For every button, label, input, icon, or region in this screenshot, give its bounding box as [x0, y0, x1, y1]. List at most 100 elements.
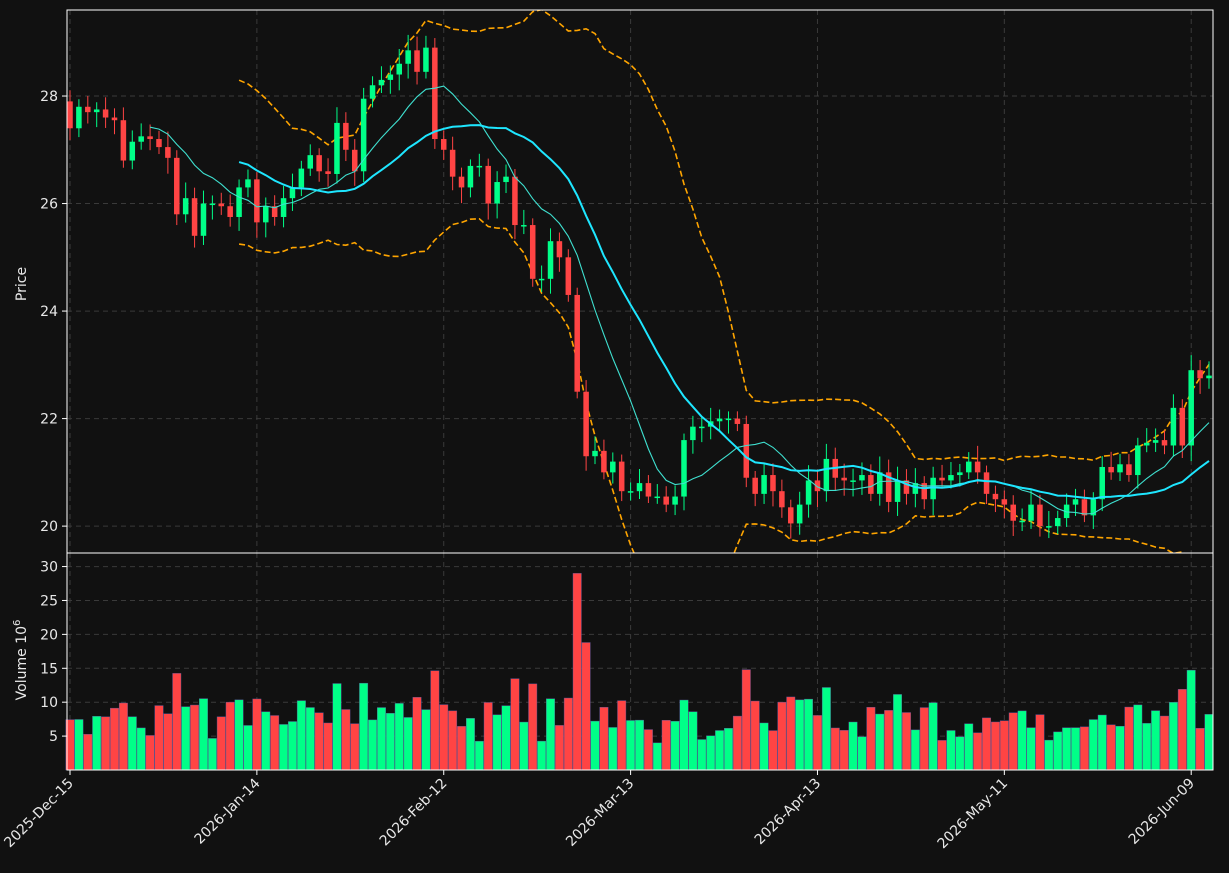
volume-bar: [457, 726, 465, 770]
candle-body: [1180, 408, 1186, 446]
volume-bar: [1009, 713, 1017, 770]
volume-bar: [1080, 727, 1088, 770]
volume-bar: [422, 710, 430, 770]
candle-body: [1019, 521, 1025, 523]
candle-body: [388, 75, 394, 80]
volume-bar: [733, 716, 741, 770]
volume-bar: [635, 720, 643, 770]
volume-bar: [822, 687, 830, 770]
volume-bar: [555, 725, 563, 770]
volume-bar: [1062, 728, 1070, 770]
candle-body: [806, 480, 812, 504]
candle-body: [138, 136, 144, 141]
candle-body: [681, 440, 687, 496]
candle-body: [210, 204, 216, 206]
volume-bar: [564, 698, 572, 770]
volume-bar: [671, 721, 679, 770]
volume-bar: [324, 723, 332, 770]
volume-bar: [431, 671, 439, 770]
volume-bar: [1187, 670, 1195, 770]
volume-bar: [973, 733, 981, 770]
volume-bar: [849, 722, 857, 770]
volume-bar: [1018, 711, 1026, 770]
candle-body: [984, 472, 990, 494]
volume-bar: [101, 717, 109, 770]
candle-body: [325, 171, 331, 174]
volume-bar: [1098, 715, 1106, 770]
candle-body: [859, 475, 865, 480]
volume-bar: [484, 702, 492, 770]
candle-body: [236, 187, 242, 217]
candle-body: [76, 107, 82, 129]
candle-body: [993, 494, 999, 499]
candle-body: [1135, 445, 1141, 475]
candle-body: [263, 206, 269, 222]
volume-bar: [279, 724, 287, 770]
candle-body: [1046, 526, 1052, 528]
volume-bar: [902, 713, 910, 770]
candle-body: [735, 419, 741, 424]
volume-bar: [1089, 720, 1097, 770]
volume-bar: [448, 711, 456, 770]
candle-body: [192, 198, 198, 236]
candle-body: [539, 279, 545, 281]
volume-bar: [724, 728, 732, 770]
candle-body: [797, 505, 803, 524]
candle-body: [85, 107, 91, 112]
volume-bar: [582, 643, 590, 770]
candle-body: [316, 155, 322, 171]
volume-bar: [528, 684, 536, 770]
volume-bar: [893, 694, 901, 770]
price-tick-label: 22: [40, 412, 58, 428]
volume-bar: [991, 722, 999, 770]
candle-body: [174, 158, 180, 214]
volume-bar: [1045, 740, 1053, 770]
volume-bar: [1134, 705, 1142, 770]
candle-body: [67, 101, 73, 128]
volume-bar: [342, 710, 350, 770]
volume-bar: [537, 741, 545, 770]
candle-body: [147, 136, 153, 139]
candle-body: [895, 480, 901, 502]
volume-bar: [502, 706, 510, 770]
candle-body: [566, 257, 572, 295]
volume-bar: [92, 716, 100, 770]
volume-bar: [270, 716, 278, 770]
candle-body: [307, 155, 313, 168]
price-tick-label: 24: [40, 304, 58, 320]
candle-body: [824, 459, 830, 491]
volume-bar: [333, 684, 341, 770]
price-tick-label: 26: [40, 197, 58, 213]
volume-tick-label: 15: [40, 661, 58, 677]
candle-body: [130, 142, 136, 161]
volume-axis-label-base: 10: [14, 626, 30, 644]
volume-bar: [244, 725, 252, 770]
volume-bar: [938, 740, 946, 770]
candle-body: [663, 497, 669, 505]
volume-bar: [1125, 707, 1133, 770]
volume-bar: [617, 701, 625, 770]
volume-bar: [662, 720, 670, 770]
volume-bar: [155, 706, 163, 770]
volume-bar: [1107, 725, 1115, 770]
volume-bar: [173, 673, 181, 770]
volume-bar: [1000, 721, 1008, 770]
volume-tick-label: 5: [49, 729, 58, 745]
candle-body: [219, 204, 225, 207]
candle-body: [441, 139, 447, 150]
candle-body: [779, 491, 785, 507]
candle-body: [717, 419, 723, 422]
volume-bar: [653, 743, 661, 770]
volume-bar: [956, 737, 964, 770]
volume-bar: [404, 717, 412, 770]
volume-bar: [884, 710, 892, 770]
candle-body: [121, 120, 127, 160]
volume-bar: [1116, 726, 1124, 770]
candle-body: [752, 478, 758, 494]
volume-bar: [546, 699, 554, 770]
candle-body: [334, 123, 340, 174]
candle-body: [1055, 518, 1061, 526]
volume-bar: [1142, 723, 1150, 770]
candle-body: [1188, 370, 1194, 445]
